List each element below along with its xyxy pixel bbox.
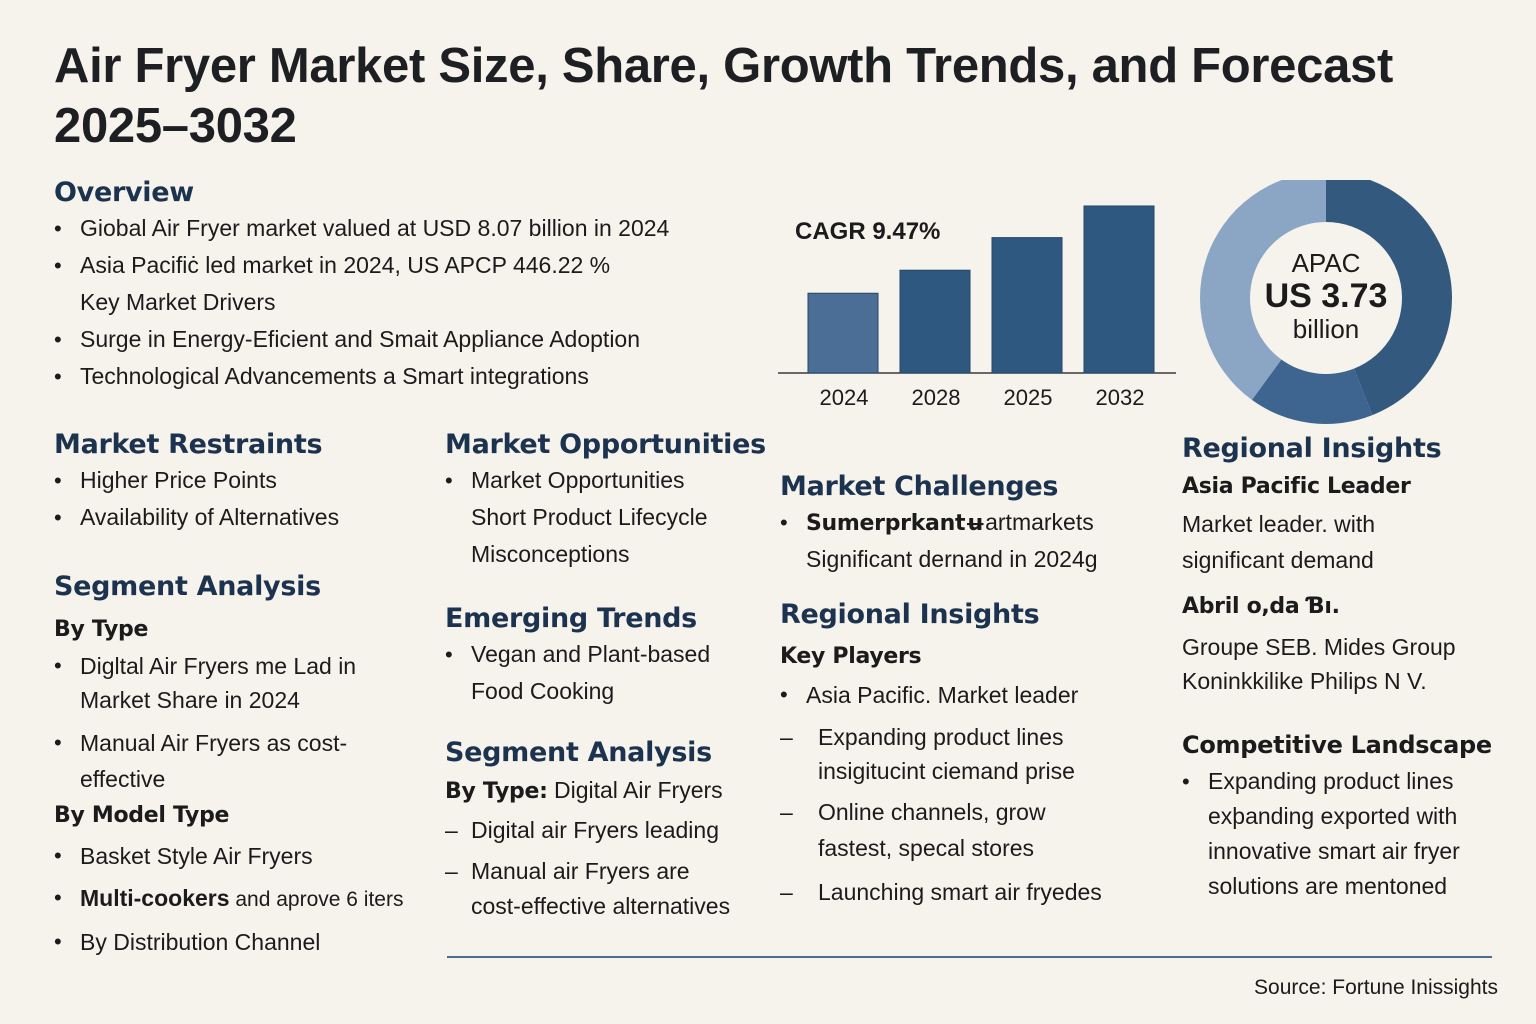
donut-segment-dark <box>1326 180 1452 416</box>
source-note: Source: Fortune Inissights <box>1254 976 1498 999</box>
segment-heading: Segment Analysis <box>445 737 712 768</box>
bar-chart: CAGR 9.47% 2024 2028 2025 2032 <box>778 205 1176 410</box>
trends-section: Emerging Trends Vegan and Plant-based Fo… <box>445 602 775 710</box>
regional-insights-right: Regional Insights Asia Pacific Leader Ma… <box>1182 432 1522 698</box>
donut-segment-light <box>1200 180 1326 400</box>
competitive-item: Expanding product lines exþanding export… <box>1182 764 1522 904</box>
segment-dash-item: Manual air Fryers are cost-effective alt… <box>445 854 785 924</box>
overview-item: Surge in Energy-Eficient and Smait Appli… <box>54 321 754 358</box>
chart-title: CAGR 9.47% <box>795 218 940 245</box>
x-tick-label: 2024 <box>820 385 869 410</box>
regional-dash-item: Online channels, grow fastest, specal st… <box>780 794 1175 866</box>
bar-2032 <box>1083 205 1155 374</box>
overview-item: Asia Pacifiċ led market in 2024, US APC… <box>54 247 754 284</box>
overview-item: Technological Advancements a Smart integ… <box>54 358 754 395</box>
x-tick-label: 2028 <box>912 385 961 410</box>
by-model-item: By Distribution Channel <box>54 921 444 963</box>
regional-insights-mid: Regional Insights Key Players Asia Pacif… <box>780 598 1175 910</box>
segment-dash-item: Digital air Fryers leading <box>445 810 785 850</box>
opportunities-heading: Market Opportunities <box>445 429 766 460</box>
donut-segment-medium <box>1251 359 1373 424</box>
opportunities-section: Market Opportunities Market Opportunitie… <box>445 428 775 573</box>
trends-heading: Emerging Trends <box>445 603 697 634</box>
segment-analysis-mid: Segment Analysis By Type: Digital Air Fr… <box>445 736 785 924</box>
competitive-heading: Competitive Landscape <box>1182 731 1492 759</box>
by-type-item: Manual Air Fryers as cost- effective <box>54 725 444 797</box>
donut-label-region: APAC <box>1292 248 1361 278</box>
regional-heading: Regional Insights <box>1182 433 1442 464</box>
restraint-item: Higher Price Points <box>54 462 444 499</box>
by-model-item: Multi-cookers and aprove 6 iters <box>54 877 444 921</box>
players-label: Abril o,da Ɓı. <box>1182 594 1340 619</box>
trend-item: Vegan and Plant-based Food Cooking <box>445 636 775 710</box>
page-title: Air Fryer Market Size, Share, Growth Tre… <box>54 39 1393 153</box>
regional-item: Asia Pacific. Market leader <box>780 676 1175 714</box>
overview-item: Giobal Air Fryer market valued at USD 8.… <box>54 210 754 247</box>
footer-divider <box>447 956 1492 958</box>
asia-pacific-leader-label: Asia Pacific Leader <box>1182 474 1411 499</box>
overview-list: Giobal Air Fryer market valued at USD 8.… <box>54 210 754 395</box>
segment-heading: Segment Analysis <box>54 571 321 602</box>
key-drivers-label: Key Market Drivers <box>80 289 276 315</box>
opportunity-item: Market Opportunities Short Product Lifec… <box>445 462 775 573</box>
bar-2024 <box>807 292 879 374</box>
restraints-section: Market Restraints Higher Price Points Av… <box>54 428 444 536</box>
overview-heading: Overview <box>54 177 194 208</box>
challenge-item: Sumerprkantʉartmarkets Significant derna… <box>780 504 1175 578</box>
by-type-line: By Type: Digital Air Fryers <box>445 777 723 804</box>
by-type-item: Digltal Air Fryers me Lad in Market Shar… <box>54 649 444 717</box>
x-tick-label: 2032 <box>1096 385 1145 410</box>
by-model-item: Basket Style Air Fryers <box>54 835 444 877</box>
challenges-heading: Market Challenges <box>780 471 1059 502</box>
key-players-label: Key Players <box>780 644 922 669</box>
bar-2028 <box>899 269 971 374</box>
restraint-item: Availability of Alternatives <box>54 499 444 536</box>
donut-label-value: US 3.73 <box>1265 277 1388 315</box>
regional-dash-item: Launching smart air fryedes <box>780 874 1175 910</box>
donut-chart: APAC US 3.73 billion <box>1200 180 1452 424</box>
x-tick-label: 2025 <box>1004 385 1053 410</box>
players-text: Groupe SEB. Mides Group Koninkkilike Phi… <box>1182 634 1456 694</box>
regional-dash-item: Expanding product lines insigitucint cie… <box>780 720 1175 788</box>
competitive-section: Competitive Landscape Expanding product … <box>1182 730 1522 904</box>
donut-label-unit: billion <box>1293 314 1360 344</box>
bar-2025 <box>991 237 1063 374</box>
segment-analysis-left: Segment Analysis By Type Digltal Air Fry… <box>54 570 444 963</box>
by-type-label: By Type <box>54 617 149 642</box>
restraints-heading: Market Restraints <box>54 429 323 460</box>
leader-text: Market leader. with significant demand <box>1182 511 1376 573</box>
by-model-label: By Model Type <box>54 803 230 828</box>
challenges-section: Market Challenges Sumerprkantʉartmarkets… <box>780 470 1175 578</box>
overview-section: Overview Giobal Air Fryer market valued … <box>54 176 754 395</box>
regional-heading: Regional Insights <box>780 599 1040 630</box>
